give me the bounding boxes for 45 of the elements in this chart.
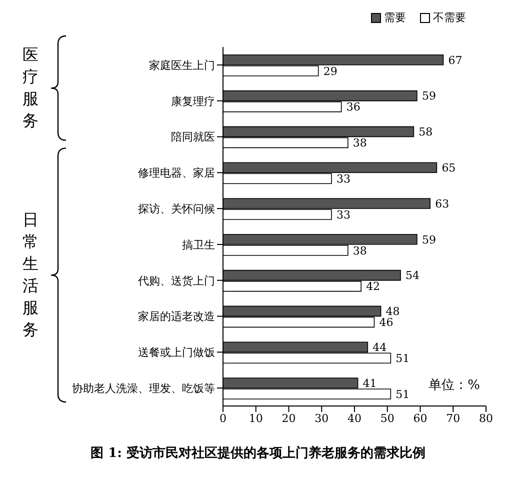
data-label: 36 <box>346 100 360 114</box>
data-label: 58 <box>418 126 433 139</box>
data-label: 67 <box>448 54 462 67</box>
text: 日常生活服务 <box>22 209 39 342</box>
y-tick-label: 探访、关怀问候 <box>138 202 215 216</box>
data-label: 33 <box>336 208 350 222</box>
x-tick-label: 80 <box>479 412 493 425</box>
annotation: 单位：% <box>428 377 480 394</box>
data-label: 51 <box>396 388 410 401</box>
x-tick-label: 20 <box>282 412 296 425</box>
data-label: 59 <box>422 90 436 103</box>
x-tick-label: 10 <box>248 412 263 425</box>
y-tick-label: 康复理疗 <box>171 94 215 108</box>
y-tick-label: 送餐或上门做饭 <box>138 346 215 360</box>
x-tick-label: 40 <box>348 412 362 425</box>
data-label: 63 <box>435 197 450 210</box>
text: 图 1: 受访市民对社区提供的各项上门养老服务的需求比例 <box>90 444 426 462</box>
x-tick-label: 60 <box>413 412 428 425</box>
x-tick-label: 70 <box>446 412 460 425</box>
data-label: 65 <box>442 162 456 175</box>
x-tick-label: 30 <box>314 412 329 425</box>
x-tick-label: 50 <box>380 412 394 425</box>
data-label: 38 <box>352 136 367 150</box>
y-tick-label: 修理电器、家居 <box>138 166 215 180</box>
y-tick-label: 家居的适老改造 <box>138 310 215 324</box>
y-tick-label: 陪同就医 <box>171 130 215 144</box>
y-tick-label: 协助老人洗澡、理发、吃饭等 <box>72 382 215 395</box>
legend-label: 不需要 <box>433 10 466 25</box>
data-label: 48 <box>386 305 400 318</box>
data-label: 41 <box>362 376 377 390</box>
text: 医疗服务 <box>22 44 39 132</box>
data-label: 46 <box>379 316 394 330</box>
data-label: 29 <box>323 64 338 78</box>
data-label: 38 <box>352 244 367 258</box>
x-tick-label: 0 <box>220 412 226 425</box>
y-tick-label: 搞卫生 <box>182 238 215 252</box>
data-label: 59 <box>422 233 436 246</box>
data-label: 54 <box>406 269 420 282</box>
data-label: 51 <box>396 352 410 366</box>
y-tick-label: 家庭医生上门 <box>149 58 215 72</box>
y-tick-label: 代购、送货上门 <box>137 274 215 288</box>
legend-label: 需要 <box>384 10 406 25</box>
data-label: 42 <box>366 280 380 294</box>
data-label: 44 <box>372 341 387 354</box>
data-label: 33 <box>336 172 350 186</box>
